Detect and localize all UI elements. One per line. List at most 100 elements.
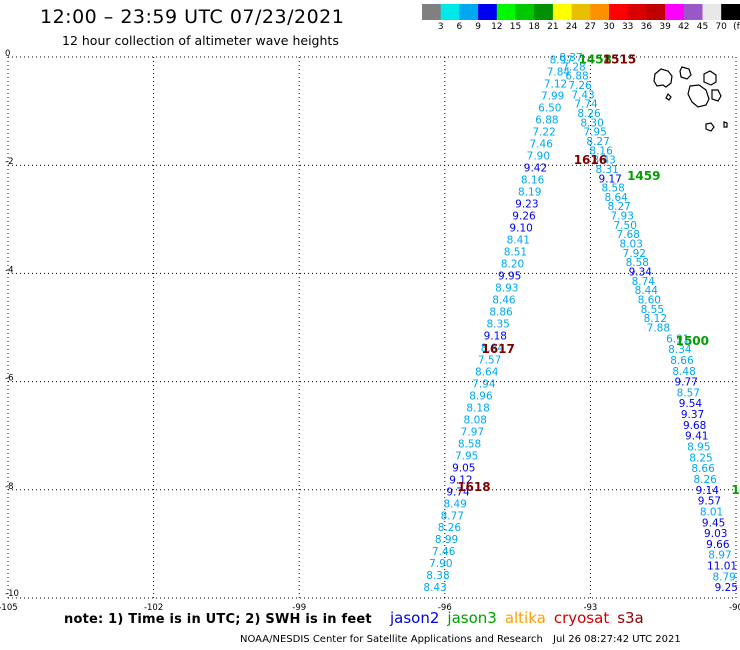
swh-observation: 6.88 [535, 115, 558, 127]
swh-observation: 9.42 [524, 163, 547, 175]
swh-observation: 7.90 [429, 558, 452, 570]
legend-item-jason2: jason2 [390, 609, 440, 627]
swh-observation: 9.45 [702, 517, 725, 529]
swh-observation: 8.55 [641, 304, 664, 316]
swh-observation: 8.43 [423, 582, 446, 594]
swh-observation: 7.99 [541, 91, 564, 103]
swh-observation: 8.26 [577, 108, 601, 120]
swh-observation: 7.12 [544, 79, 567, 91]
swh-observation: 8.31 [595, 164, 618, 176]
swh-observation: 6.91 [666, 333, 689, 345]
color-swatch [665, 4, 685, 20]
swh-observation: 7.43 [571, 89, 594, 101]
swh-observation: 8.48 [672, 366, 695, 378]
swh-observation: 8.51 [504, 247, 527, 259]
legend-item-s3a: s3a [617, 609, 644, 627]
swh-observation: 9.66 [706, 539, 730, 551]
swh-observation: 8.41 [507, 235, 530, 247]
pass-time-label: 1459 [627, 169, 660, 183]
swh-observation: 9.74 [446, 486, 470, 498]
swh-observation: 8.12 [644, 313, 667, 325]
swh-observation: 7.90 [527, 151, 550, 163]
swh-observation: 9.37 [681, 409, 704, 421]
swh-observation: 9.95 [498, 270, 521, 282]
color-swatch [721, 4, 740, 20]
swh-observation: 8.58 [458, 438, 481, 450]
swh-observation: 9.41 [685, 431, 708, 443]
swh-observation: 8.01 [700, 506, 723, 518]
swh-observation: 8.27 [586, 136, 609, 148]
lat-tick-label: -8 [5, 482, 13, 492]
color-swatch [422, 4, 441, 20]
lon-tick-label: -102 [144, 603, 163, 613]
swh-observation: 7.50 [614, 220, 637, 232]
swh-observation: 8.20 [501, 259, 524, 271]
legend-item-altika: altika [504, 609, 546, 627]
swh-observation: 8.26 [438, 522, 462, 534]
swh-observation: 9.57 [698, 496, 721, 508]
color-scale-tick: 42 [678, 22, 690, 32]
swh-observation: 8.58 [626, 257, 649, 269]
swh-observation: 8.26 [693, 474, 717, 486]
swh-observation: 7.84 [547, 67, 571, 79]
color-scale-tick: 18 [528, 22, 540, 32]
swh-observation: 11.01 [707, 561, 737, 573]
swh-observation: 7.94 [472, 378, 496, 390]
color-scale-tick: 27 [584, 22, 597, 32]
color-swatch [590, 4, 610, 20]
swh-observation: 7.22 [532, 127, 555, 139]
lon-tick-label: -96 [438, 603, 452, 613]
lat-tick-label: -2 [5, 157, 13, 167]
color-swatch [552, 4, 572, 20]
swh-observation: 8.84 [481, 342, 505, 354]
color-scale-tick: 15 [509, 22, 522, 32]
swh-observation: 8.25 [689, 452, 712, 464]
galapagos-islands [653, 66, 728, 132]
swh-observation: 8.66 [691, 463, 715, 475]
map-title: 12:00 – 23:59 UTC 07/23/2021 [40, 6, 345, 28]
swh-observation: 7.28 [562, 61, 585, 73]
legend-item-cryosat: cryosat [553, 609, 610, 627]
lon-tick-label: -93 [583, 603, 597, 613]
swh-observation: 9.14 [696, 485, 720, 497]
swh-observation: 8.96 [469, 390, 493, 402]
generated-timestamp: Jul 26 08:27:42 UTC 2021 [553, 634, 681, 645]
swh-observation: 7.46 [530, 139, 554, 151]
color-scale-tick: 6 [456, 22, 463, 32]
lat-tick-label: 0 [5, 49, 10, 59]
swh-observation: 8.27 [607, 201, 630, 213]
color-swatch [440, 4, 460, 20]
swh-observation: 8.43 [592, 155, 615, 167]
color-swatch [496, 4, 516, 20]
color-swatch [571, 4, 591, 20]
lat-tick-label: -10 [5, 589, 19, 599]
swh-observation: 8.34 [668, 344, 692, 356]
swh-observation: 8.30 [580, 117, 603, 129]
swh-observation: 9.25 [715, 582, 738, 594]
swh-observation: 8.64 [604, 192, 628, 204]
credit-text: NOAA/NESDIS Center for Satellite Applica… [240, 634, 543, 645]
swh-observation: 7.74 [574, 99, 598, 111]
color-scale-tick: 39 [659, 22, 671, 32]
swh-observation: 8.37 [559, 52, 582, 64]
swh-observation: 8.38 [426, 570, 449, 582]
swh-observation: 8.79 [712, 571, 735, 583]
pass-time-label: 1616 [574, 153, 607, 167]
lon-tick-label: -99 [292, 603, 306, 613]
color-scale-tick: 21 [547, 22, 559, 32]
lat-tick-label: -4 [5, 265, 13, 275]
pass-time-label: 1458 [579, 53, 612, 67]
swh-observation: 6.88 [565, 71, 588, 83]
swh-observation: 8.66 [670, 355, 694, 367]
pass-time-label: 1515 [603, 53, 636, 67]
swh-observation: 8.97 [550, 55, 573, 67]
color-swatch [627, 4, 647, 20]
swh-observation: 9.26 [512, 211, 536, 223]
swh-observation: 8.99 [435, 534, 458, 546]
color-swatch [646, 4, 666, 20]
swh-observation: 9.03 [704, 528, 727, 540]
color-swatch [702, 4, 722, 20]
swh-observation: 8.93 [495, 282, 518, 294]
color-scale-tick: 36 [640, 22, 653, 32]
